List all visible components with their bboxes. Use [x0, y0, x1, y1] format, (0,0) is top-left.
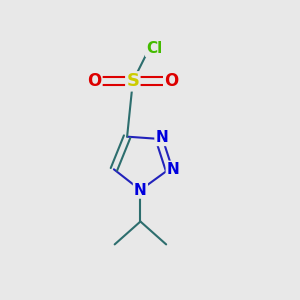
Text: S: S	[126, 72, 139, 90]
Text: N: N	[155, 130, 168, 145]
Text: O: O	[87, 72, 101, 90]
Text: Cl: Cl	[146, 41, 162, 56]
Text: N: N	[167, 162, 180, 177]
Text: N: N	[134, 182, 147, 197]
Text: O: O	[164, 72, 178, 90]
